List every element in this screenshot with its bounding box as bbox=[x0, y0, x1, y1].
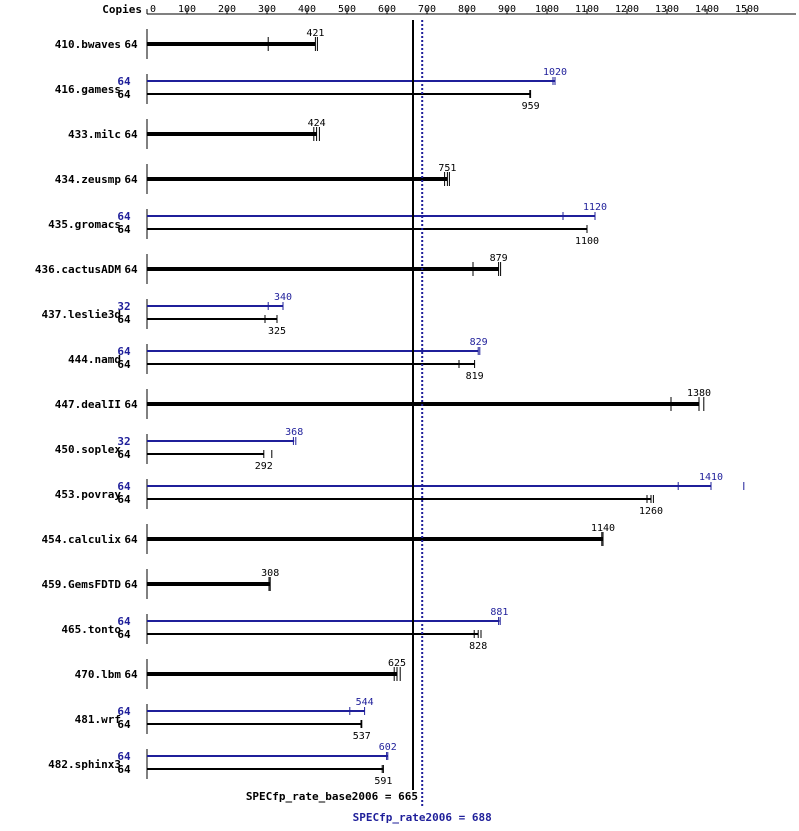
copies-label: 64 bbox=[124, 398, 138, 411]
base-value-label: 1100 bbox=[575, 236, 599, 247]
copies-label: 64 bbox=[124, 578, 138, 591]
benchmark-name: 433.milc bbox=[68, 128, 121, 141]
x-tick-label: 500 bbox=[338, 4, 356, 15]
base-copies-label: 64 bbox=[117, 718, 131, 731]
peak-value-label: 1410 bbox=[699, 472, 723, 483]
copies-label: 64 bbox=[124, 128, 138, 141]
value-label: 308 bbox=[261, 568, 279, 579]
peak-value-label: 340 bbox=[274, 292, 292, 303]
peak-value-label: 602 bbox=[379, 742, 397, 753]
peak-copies-label: 64 bbox=[117, 750, 131, 763]
x-tick-label: 300 bbox=[258, 4, 276, 15]
value-label: 625 bbox=[388, 658, 406, 669]
base-copies-label: 64 bbox=[117, 358, 131, 371]
peak-value-label: 1120 bbox=[583, 202, 607, 213]
base-copies-label: 64 bbox=[117, 448, 131, 461]
axis-label-copies: Copies bbox=[102, 3, 142, 16]
peak-copies-label: 32 bbox=[117, 300, 130, 313]
x-tick-label: 1000 bbox=[535, 4, 559, 15]
x-tick-label: 600 bbox=[378, 4, 396, 15]
base-bar bbox=[147, 582, 271, 586]
base-bar bbox=[147, 537, 603, 541]
value-label: 1140 bbox=[591, 523, 615, 534]
benchmark-name: 434.zeusmp bbox=[55, 173, 122, 186]
value-label: 421 bbox=[306, 28, 324, 39]
peak-value-label: 368 bbox=[285, 427, 303, 438]
benchmark-name: 459.GemsFDTD bbox=[42, 578, 122, 591]
x-tick-label: 0 bbox=[150, 4, 156, 15]
benchmark-name: 410.bwaves bbox=[55, 38, 121, 51]
x-tick-label: 1100 bbox=[575, 4, 599, 15]
benchmark-name: 470.lbm bbox=[75, 668, 122, 681]
x-tick-label: 900 bbox=[498, 4, 516, 15]
x-tick-label: 100 bbox=[178, 4, 196, 15]
base-copies-label: 64 bbox=[117, 763, 131, 776]
benchmark-name: 450.soplex bbox=[55, 443, 122, 456]
benchmark-name: 437.leslie3d bbox=[42, 308, 121, 321]
x-tick-label: 800 bbox=[458, 4, 476, 15]
base-value-label: 537 bbox=[353, 731, 371, 742]
base-bar bbox=[147, 177, 448, 181]
x-tick-label: 1200 bbox=[615, 4, 639, 15]
base-value-label: 591 bbox=[374, 776, 392, 787]
x-tick-label: 1500 bbox=[735, 4, 759, 15]
base-value-label: 959 bbox=[522, 101, 540, 112]
copies-label: 64 bbox=[124, 173, 138, 186]
base-copies-label: 64 bbox=[117, 313, 131, 326]
base-copies-label: 64 bbox=[117, 88, 131, 101]
copies-label: 64 bbox=[124, 263, 138, 276]
benchmark-name: 482.sphinx3 bbox=[48, 758, 121, 771]
x-tick-label: 400 bbox=[298, 4, 316, 15]
value-label: 751 bbox=[438, 163, 456, 174]
x-tick-label: 1400 bbox=[695, 4, 719, 15]
x-tick-label: 1300 bbox=[655, 4, 679, 15]
peak-copies-label: 64 bbox=[117, 75, 131, 88]
peak-copies-label: 64 bbox=[117, 615, 131, 628]
base-copies-label: 64 bbox=[117, 493, 131, 506]
base-summary-label: SPECfp_rate_base2006 = 665 bbox=[246, 790, 418, 803]
peak-copies-label: 64 bbox=[117, 480, 131, 493]
copies-label: 64 bbox=[124, 668, 138, 681]
base-copies-label: 64 bbox=[117, 223, 131, 236]
base-value-label: 325 bbox=[268, 326, 286, 337]
benchmark-name: 435.gromacs bbox=[48, 218, 121, 231]
value-label: 424 bbox=[308, 118, 326, 129]
base-bar bbox=[147, 267, 499, 271]
peak-summary-label: SPECfp_rate2006 = 688 bbox=[353, 811, 492, 824]
base-bar bbox=[147, 672, 397, 676]
peak-value-label: 1020 bbox=[543, 67, 567, 78]
benchmark-name: 436.cactusADM bbox=[35, 263, 121, 276]
value-label: 1380 bbox=[687, 388, 711, 399]
base-value-label: 292 bbox=[255, 461, 273, 472]
base-bar bbox=[147, 42, 316, 46]
value-label: 879 bbox=[490, 253, 508, 264]
benchmark-name: 465.tonto bbox=[61, 623, 121, 636]
x-tick-label: 200 bbox=[218, 4, 236, 15]
benchmark-name: 416.gamess bbox=[55, 83, 121, 96]
base-bar bbox=[147, 132, 317, 136]
benchmark-name: 447.dealII bbox=[55, 398, 121, 411]
copies-label: 64 bbox=[124, 533, 138, 546]
peak-copies-label: 64 bbox=[117, 705, 131, 718]
benchmark-name: 453.povray bbox=[55, 488, 122, 501]
base-value-label: 1260 bbox=[639, 506, 663, 517]
peak-copies-label: 32 bbox=[117, 435, 130, 448]
peak-value-label: 881 bbox=[490, 607, 508, 618]
peak-copies-label: 64 bbox=[117, 210, 131, 223]
peak-value-label: 544 bbox=[356, 697, 374, 708]
base-value-label: 828 bbox=[469, 641, 487, 652]
benchmark-name: 444.namd bbox=[68, 353, 121, 366]
peak-copies-label: 64 bbox=[117, 345, 131, 358]
base-copies-label: 64 bbox=[117, 628, 131, 641]
benchmark-name: 481.wrf bbox=[75, 713, 121, 726]
copies-label: 64 bbox=[124, 38, 138, 51]
x-tick-label: 700 bbox=[418, 4, 436, 15]
base-value-label: 819 bbox=[466, 371, 484, 382]
benchmark-name: 454.calculix bbox=[42, 533, 122, 546]
peak-value-label: 829 bbox=[470, 337, 488, 348]
